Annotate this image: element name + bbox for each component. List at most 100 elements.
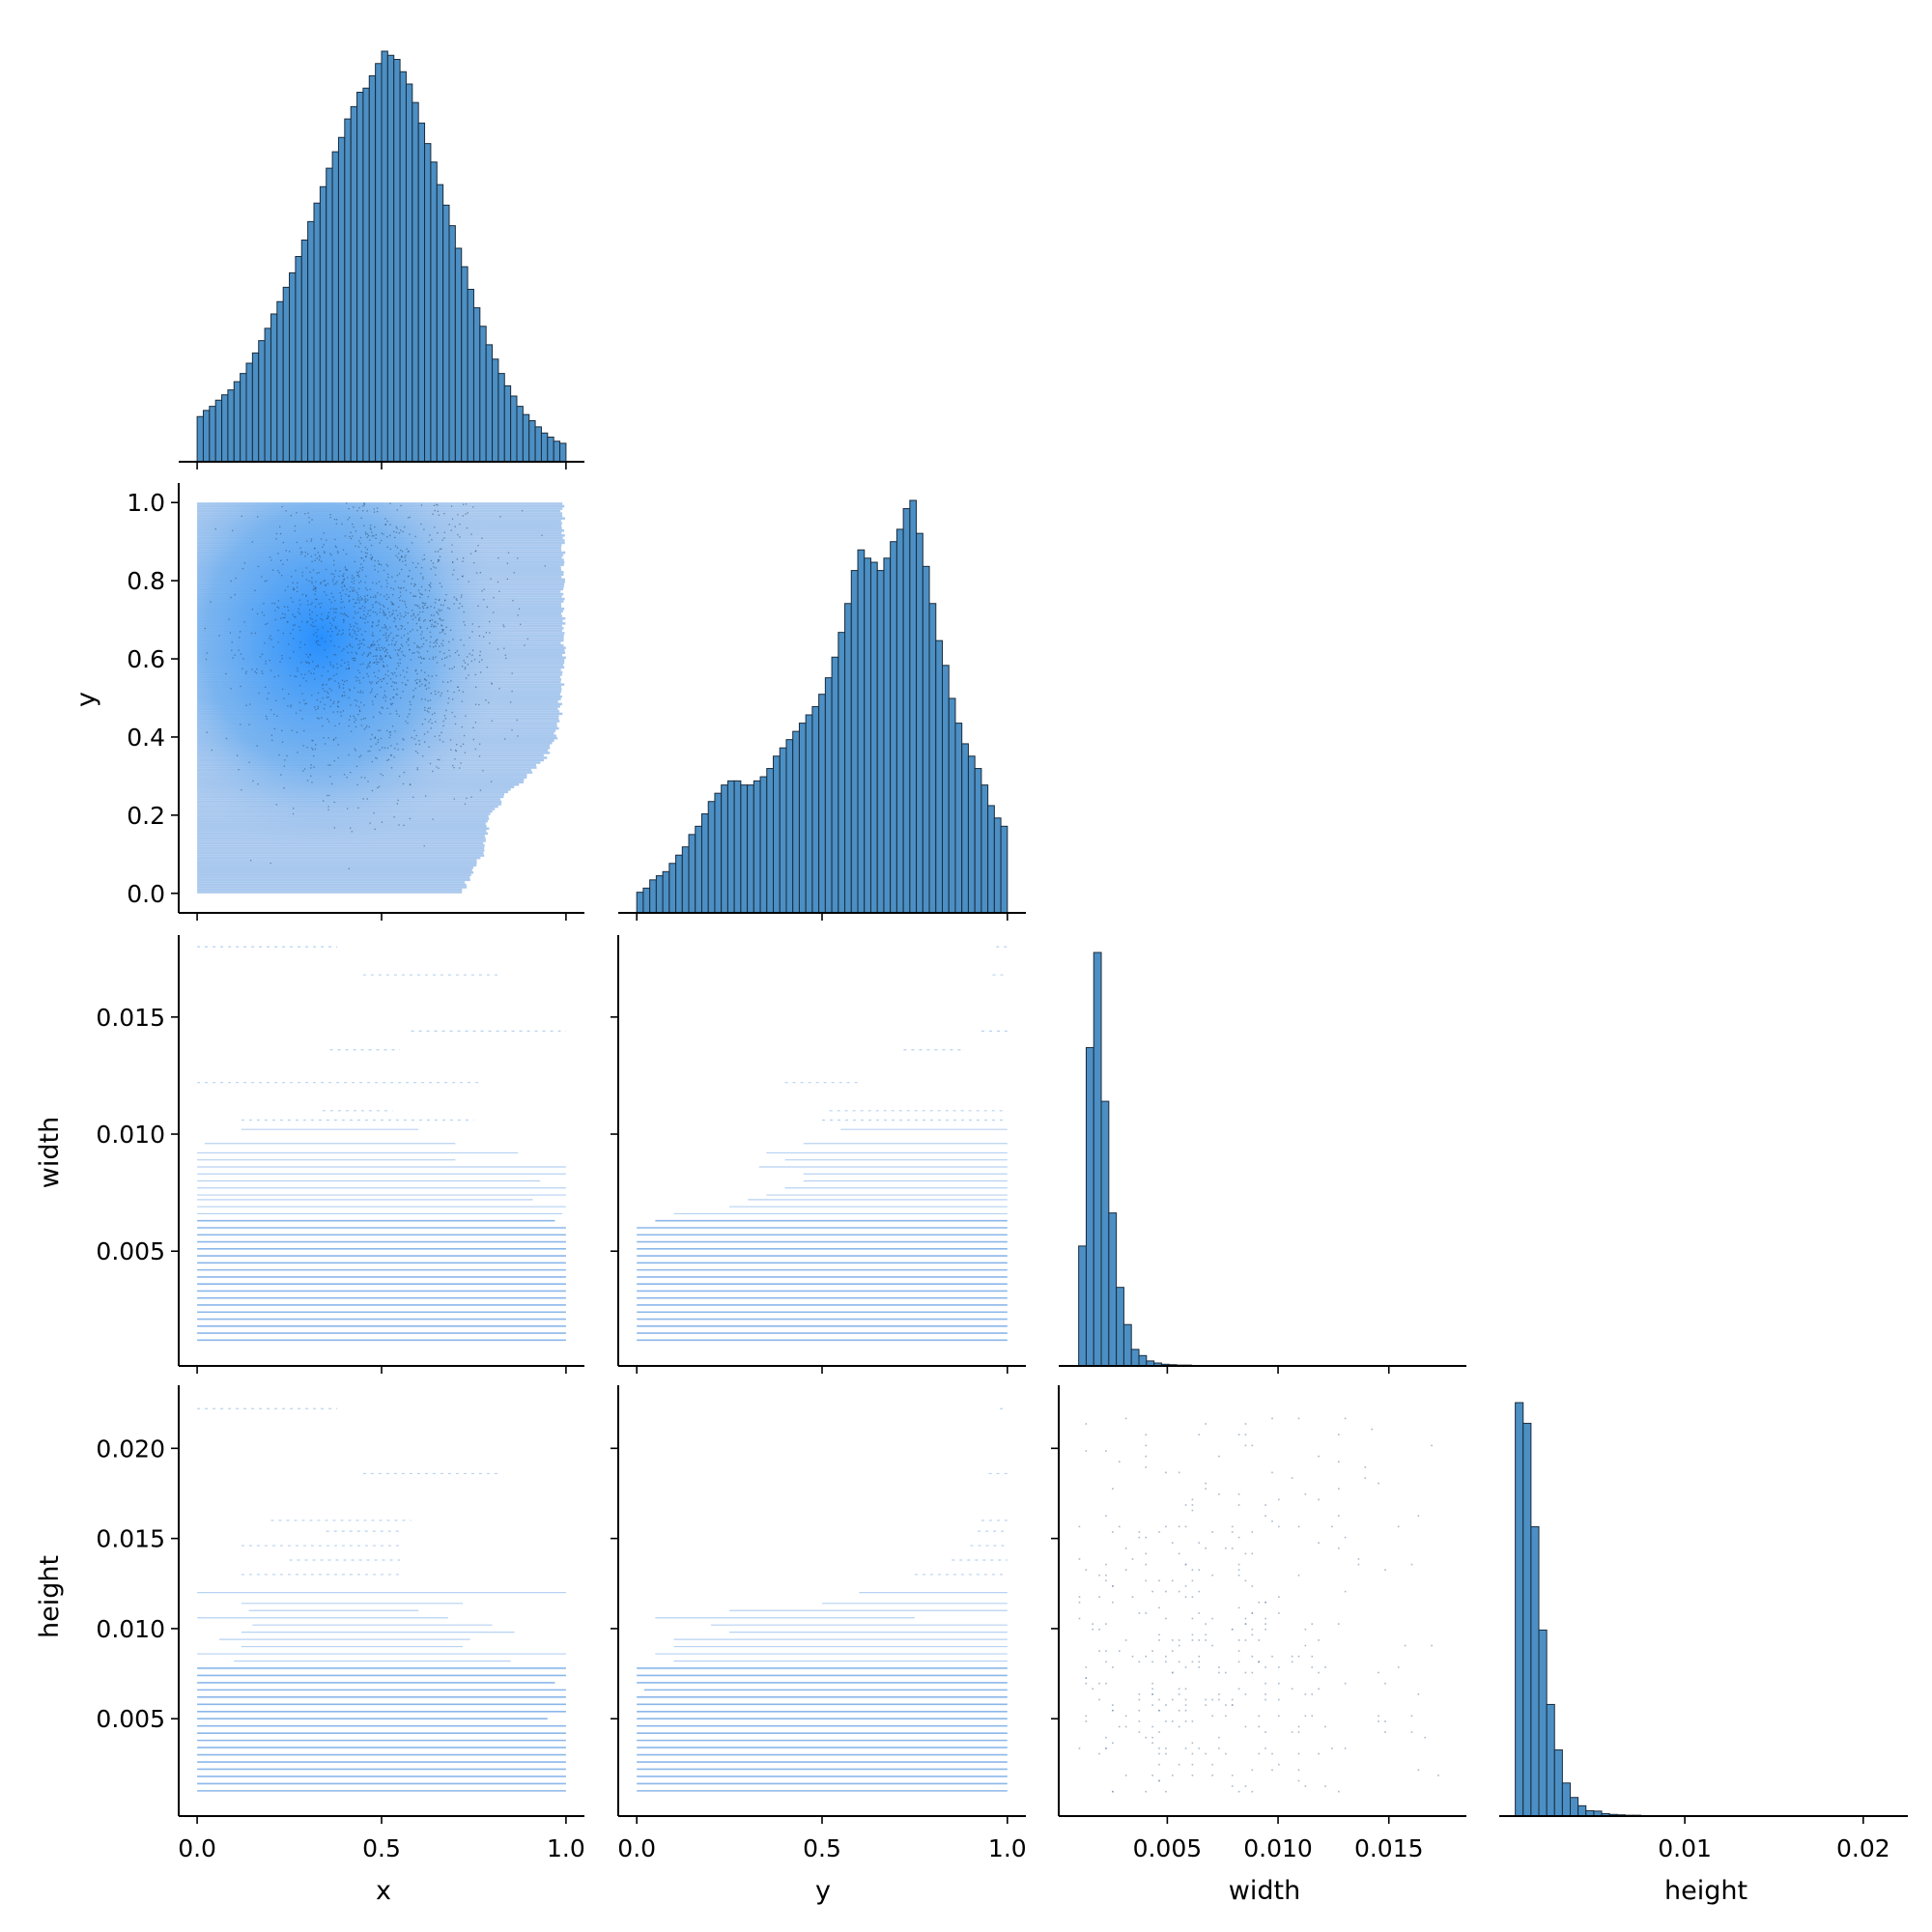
xy-point — [402, 530, 404, 533]
xy-point — [323, 581, 325, 582]
wh-point — [1318, 1639, 1320, 1641]
wh-point — [1191, 1509, 1194, 1512]
xy-point — [413, 738, 415, 740]
xy-point — [405, 614, 407, 616]
xy-point — [384, 650, 386, 653]
xy-point — [440, 629, 443, 631]
wh-point — [1158, 1763, 1160, 1766]
wh-point — [1171, 1650, 1174, 1652]
wh-point — [1178, 1661, 1180, 1663]
xy-point — [333, 518, 336, 521]
xy-point — [374, 737, 376, 739]
xy-point — [372, 607, 374, 609]
wh-point — [1218, 1736, 1220, 1739]
xy-point — [399, 549, 402, 552]
y-hist-bar — [850, 570, 859, 914]
xy-point — [376, 510, 379, 513]
xy-point — [268, 692, 270, 695]
xy-point — [372, 716, 375, 718]
xy-point — [322, 683, 325, 685]
xy-point — [322, 619, 324, 621]
xy-point — [401, 651, 403, 653]
wh-point — [1198, 1661, 1201, 1663]
xy-point — [295, 616, 297, 618]
xy-point — [362, 677, 364, 679]
xy-point — [388, 634, 390, 636]
xy-point — [421, 567, 423, 569]
xy-point — [294, 615, 296, 618]
xy-point — [310, 604, 312, 606]
xy-point — [340, 634, 343, 636]
wh-point — [1344, 1682, 1347, 1685]
xy-point — [332, 564, 335, 566]
xy-point — [439, 758, 440, 761]
xy-point — [420, 634, 422, 636]
xy-point — [311, 695, 313, 696]
xy-point — [329, 622, 331, 624]
xy-point — [440, 624, 442, 626]
wh-point — [1371, 1428, 1373, 1431]
xy-point — [407, 633, 409, 635]
xy-point — [370, 544, 373, 547]
xy-point — [391, 576, 393, 578]
height-hist-bar — [1570, 1797, 1579, 1817]
wh-point — [1384, 1569, 1386, 1571]
xy-point — [365, 615, 367, 617]
xy-point — [504, 738, 506, 740]
xy-point — [251, 668, 253, 670]
xy-point — [344, 614, 347, 616]
x-hist-bar — [221, 394, 229, 463]
wh-point — [1431, 1444, 1433, 1447]
wh-point — [1178, 1644, 1180, 1647]
xy-point — [356, 574, 358, 577]
xy-point — [333, 680, 336, 682]
xy-point — [421, 631, 423, 633]
xy-point — [348, 517, 351, 519]
xh-ytick-label: 0.005 — [96, 1705, 165, 1733]
xy-point — [450, 680, 452, 682]
xy-point — [363, 599, 366, 601]
wh-point — [1098, 1698, 1100, 1701]
xy-point — [337, 756, 339, 759]
xy-point — [412, 796, 414, 798]
xy-point — [249, 703, 251, 705]
wh-point — [1225, 1547, 1227, 1549]
xy-point — [377, 741, 379, 744]
xy-point — [396, 713, 398, 715]
wh-point — [1251, 1790, 1254, 1793]
wh-point — [1178, 1763, 1180, 1766]
y-hist-bar — [869, 561, 878, 914]
wh-point — [1078, 1601, 1081, 1604]
xy-point — [408, 638, 410, 639]
xy-point — [308, 517, 310, 519]
xy-point — [313, 754, 315, 757]
y-hist-bar — [655, 875, 664, 914]
xy-ytick-label: 0.2 — [127, 802, 165, 830]
xy-point — [370, 644, 372, 647]
xy-point — [281, 575, 283, 577]
xy-point — [239, 631, 242, 633]
xy-point — [451, 698, 454, 700]
xy-point — [329, 661, 331, 664]
wh-point — [1131, 1596, 1134, 1598]
wh-point — [1105, 1650, 1107, 1652]
xy-point — [394, 545, 397, 547]
xy-point — [307, 512, 309, 514]
xy-point — [427, 596, 429, 598]
xy-point — [421, 602, 423, 604]
wh-point — [1178, 1725, 1180, 1728]
wh-point — [1191, 1569, 1194, 1571]
x-hist-bar — [553, 440, 561, 463]
xy-point — [341, 575, 344, 577]
xy-point — [433, 641, 435, 644]
xy-point — [396, 527, 398, 529]
xy-point — [314, 678, 316, 680]
xy-point — [398, 606, 400, 608]
xy-point — [280, 559, 282, 561]
xy-point — [296, 731, 298, 733]
xy-point — [242, 658, 244, 660]
xy-point — [326, 594, 327, 596]
xy-point — [369, 661, 371, 664]
xy-point — [358, 582, 360, 583]
x-hist-bar — [202, 410, 211, 463]
